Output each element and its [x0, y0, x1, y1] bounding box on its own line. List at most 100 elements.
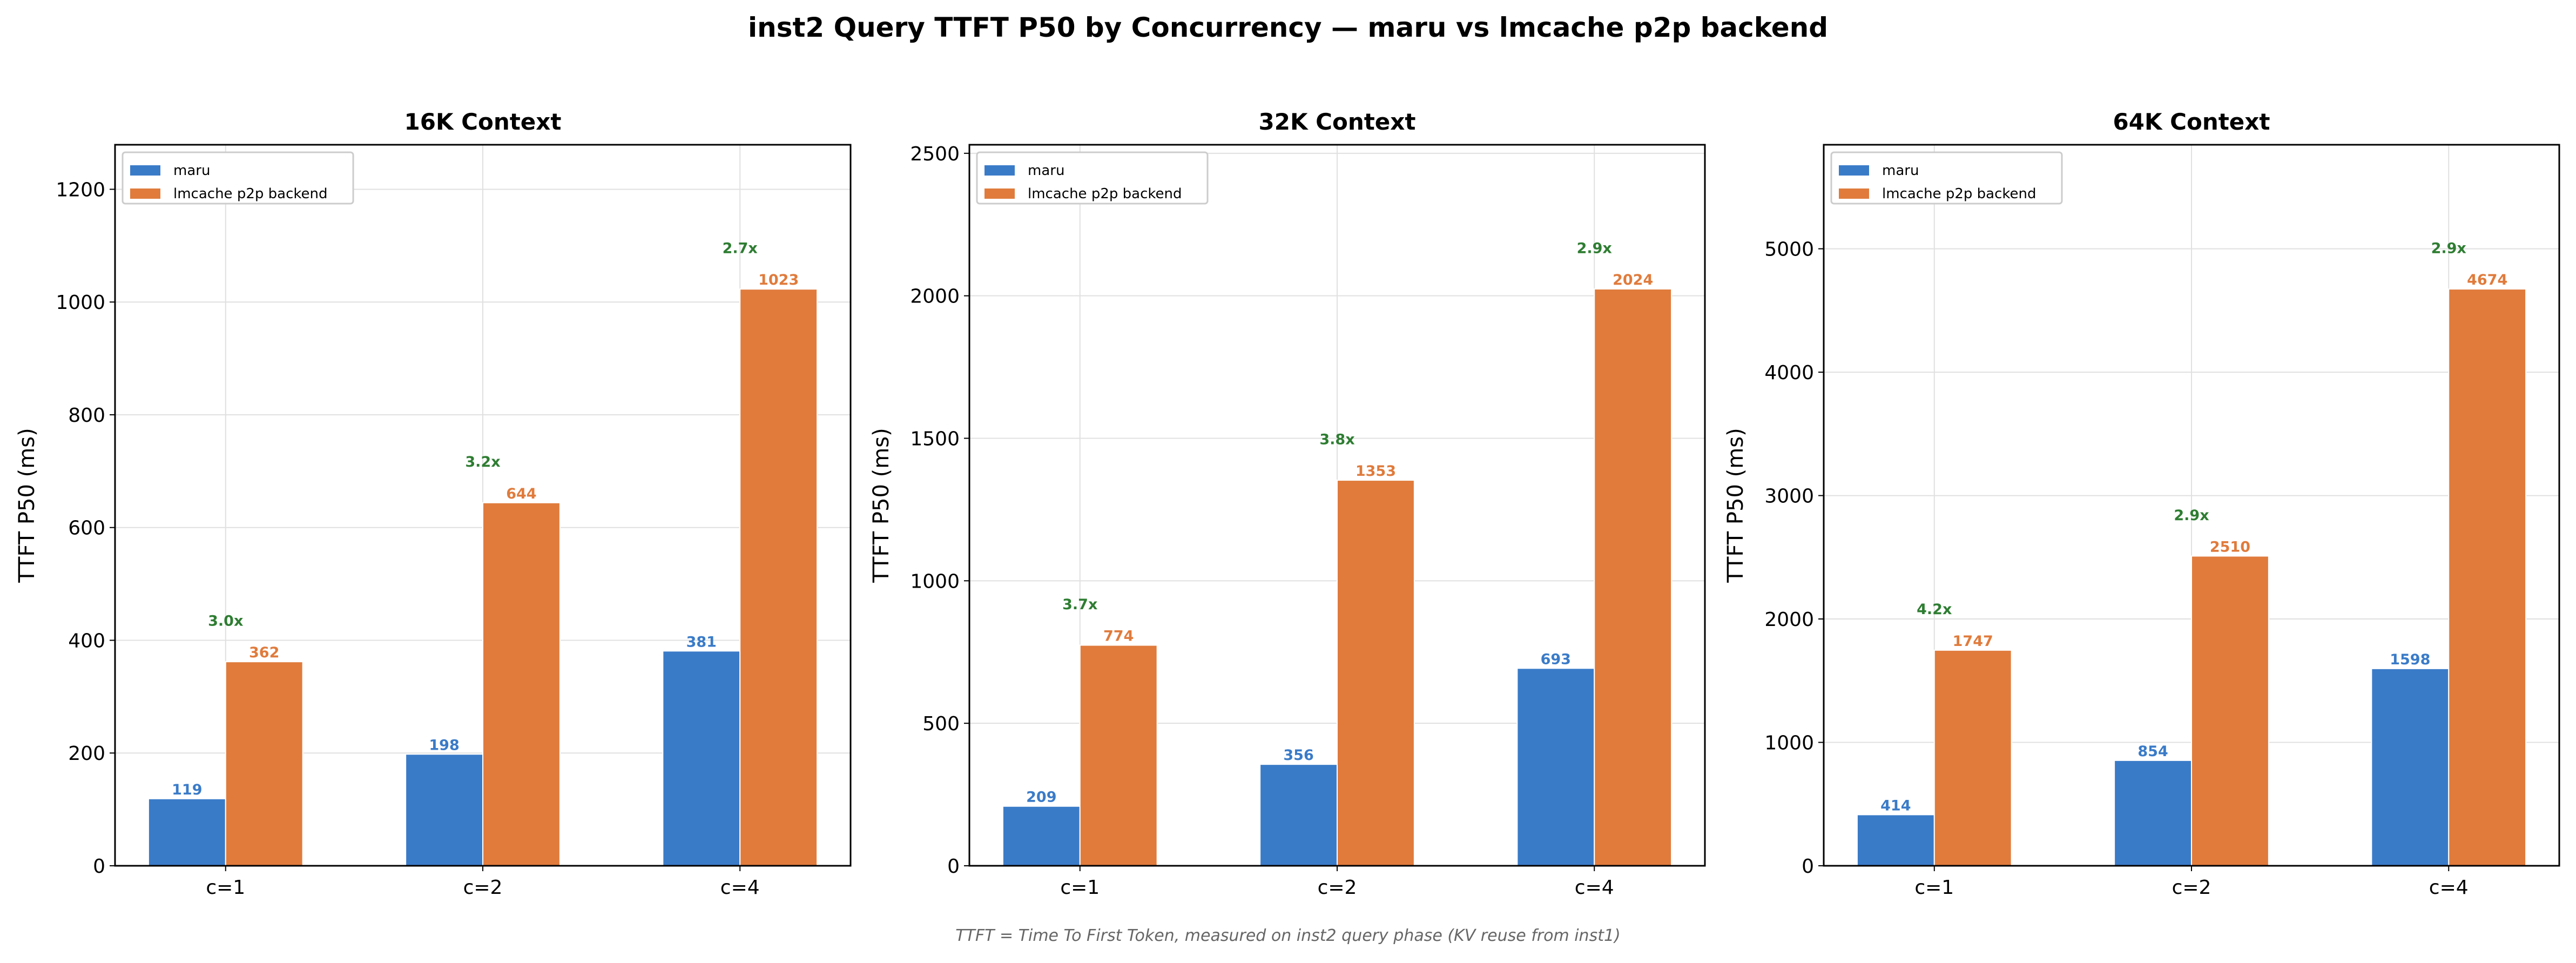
bar-lmcache	[2448, 288, 2527, 866]
y-axis-label: TTFT P50 (ms)	[869, 428, 894, 583]
x-tick-label: c=2	[2172, 877, 2211, 899]
figure-footer: TTFT = Time To First Token, measured on …	[955, 926, 1621, 945]
bar-maru	[2371, 668, 2450, 867]
subplot-title: 16K Context	[404, 109, 562, 135]
bar-value-label: 644	[506, 486, 536, 502]
y-tick-label: 1500	[910, 428, 960, 450]
x-tick-label: c=1	[1914, 877, 1954, 899]
y-tick-label: 500	[922, 713, 960, 735]
y-tick-label: 3000	[1764, 486, 1814, 508]
bar-value-label: 774	[1103, 628, 1134, 645]
legend-box	[122, 151, 354, 205]
ratio-label: 3.0x	[208, 612, 243, 629]
legend: maru lmcache p2p backend	[1830, 151, 2063, 205]
y-tick-label: 1000	[56, 292, 105, 314]
x-tick-label: c=1	[206, 877, 245, 899]
bar-value-label: 119	[172, 782, 202, 798]
y-tick-label: 0	[1802, 856, 1814, 878]
bar-lmcache	[1594, 288, 1673, 866]
legend: maru lmcache p2p backend	[122, 151, 354, 205]
y-tick-label: 600	[68, 517, 105, 540]
legend-swatch-lmcache	[1839, 188, 1869, 199]
legend-label: lmcache p2p backend	[1882, 186, 2036, 202]
y-tick-label: 1000	[1764, 732, 1814, 755]
legend-label: lmcache p2p backend	[173, 186, 327, 202]
ratio-label: 3.8x	[1319, 431, 1354, 448]
bar-lmcache	[1337, 480, 1415, 866]
x-tick-label: c=4	[1575, 877, 1614, 899]
x-tick-label: c=4	[2429, 877, 2469, 899]
bar-value-label: 693	[1541, 651, 1571, 668]
ratio-label: 4.2x	[1917, 601, 1952, 618]
x-tick-label: c=1	[1060, 877, 1100, 899]
bar-value-label: 1598	[2390, 651, 2430, 668]
bar-lmcache	[1933, 649, 2012, 866]
y-tick-label: 2000	[910, 286, 960, 308]
subplot-3: 0 1000 2000 3000 4000 5000 c=1 c=2 c=4 414 854 1598…	[1723, 109, 2560, 899]
axes-frame	[1823, 144, 2560, 867]
legend-label: maru	[173, 163, 210, 179]
y-tick-label: 400	[68, 630, 105, 652]
legend-swatch-maru	[984, 165, 1015, 176]
bar-maru	[147, 798, 226, 866]
bar-lmcache	[739, 288, 818, 866]
subplot-2: 0 500 1000 1500 2000 2500 c=1 c=2 c=4 209 356 693 77…	[869, 109, 1706, 899]
bar-maru	[1259, 764, 1338, 866]
ratio-label: 3.7x	[1062, 596, 1097, 613]
bar-value-label: 2024	[1613, 272, 1653, 288]
figure-title: inst2 Query TTFT P50 by Concurrency — ma…	[748, 12, 1828, 43]
x-tick-label: c=2	[463, 877, 503, 899]
bar-value-label: 414	[1880, 797, 1911, 814]
legend-swatch-maru	[1839, 165, 1869, 176]
legend-swatch-maru	[130, 165, 160, 176]
bar-value-label: 1353	[1356, 463, 1396, 480]
y-tick-label: 800	[68, 405, 105, 427]
subplot-title: 64K Context	[2113, 109, 2270, 135]
bar-value-label: 2510	[2210, 539, 2250, 556]
bar-maru	[662, 650, 741, 867]
ratio-label: 2.9x	[1577, 240, 1612, 257]
legend-swatch-lmcache	[984, 188, 1015, 199]
x-tick-label: c=2	[1318, 877, 1357, 899]
bar-value-label: 209	[1026, 789, 1056, 806]
bar-lmcache	[482, 502, 561, 866]
legend-box	[1830, 151, 2063, 205]
bar-value-label: 1747	[1953, 633, 1993, 650]
subplot-1: 0 200 400 600 800 1000 1200 c=1 c=2 c=4 119 198 381 3…	[15, 109, 852, 899]
y-tick-label: 5000	[1764, 239, 1814, 261]
bar-maru	[1002, 805, 1081, 867]
legend-box	[976, 151, 1209, 205]
bar-maru	[1516, 668, 1595, 866]
y-tick-label: 1000	[910, 570, 960, 592]
bar-lmcache	[2191, 555, 2269, 866]
bar-value-label: 1023	[758, 272, 799, 288]
legend-label: maru	[1028, 163, 1064, 179]
bar-value-label: 362	[249, 644, 279, 661]
x-tick-label: c=4	[720, 877, 760, 899]
bar-value-label: 854	[2137, 743, 2168, 760]
bar-maru	[1856, 814, 1935, 867]
y-axis-label: TTFT P50 (ms)	[1723, 428, 1748, 583]
bar-lmcache	[1079, 644, 1158, 866]
legend: maru lmcache p2p backend	[976, 151, 1209, 205]
bar-value-label: 198	[429, 737, 459, 753]
ratio-label: 2.9x	[2431, 240, 2466, 257]
bar-value-label: 4674	[2467, 272, 2507, 288]
legend-label: lmcache p2p backend	[1028, 186, 1182, 202]
bar-maru	[405, 753, 483, 866]
legend-swatch-lmcache	[130, 188, 160, 199]
y-tick-label: 200	[68, 743, 105, 765]
ratio-label: 3.2x	[465, 454, 500, 470]
y-tick-label: 2500	[910, 143, 960, 165]
bar-maru	[2114, 759, 2192, 867]
ratio-label: 2.9x	[2174, 507, 2209, 524]
subplot-title: 32K Context	[1259, 109, 1416, 135]
ratio-label: 2.7x	[723, 240, 758, 257]
axes-frame	[968, 144, 1706, 867]
y-tick-label: 0	[93, 856, 105, 878]
y-tick-label: 4000	[1764, 362, 1814, 384]
bar-lmcache	[225, 661, 304, 867]
y-axis-label: TTFT P50 (ms)	[15, 428, 39, 583]
bar-value-label: 381	[686, 634, 717, 650]
